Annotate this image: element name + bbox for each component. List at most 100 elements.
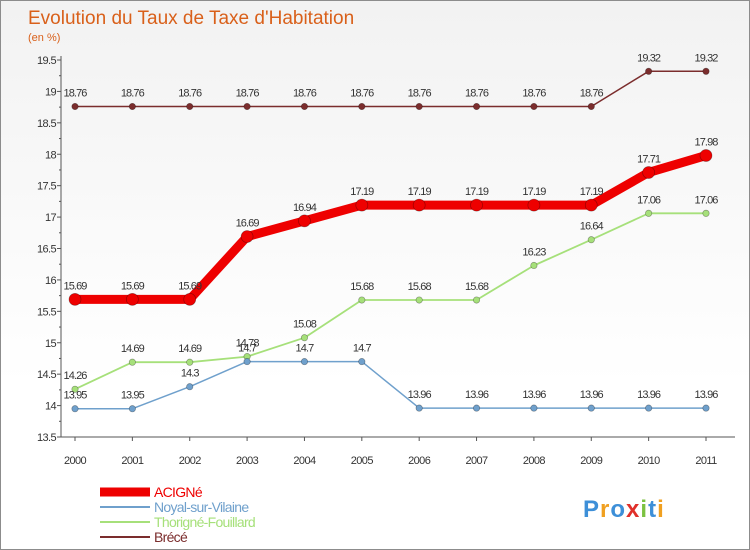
data-point bbox=[472, 296, 481, 304]
data-point bbox=[128, 358, 136, 366]
data-point bbox=[358, 358, 366, 366]
data-point bbox=[128, 102, 136, 111]
legend-label: ACIGNé bbox=[154, 484, 203, 500]
logo-letter: i bbox=[657, 496, 665, 523]
data-label: 18.76 bbox=[350, 87, 374, 99]
data-label: 15.68 bbox=[465, 281, 489, 293]
data-point bbox=[186, 102, 194, 111]
data-label: 15.68 bbox=[408, 281, 432, 293]
x-tick-label: 2005 bbox=[351, 455, 374, 467]
data-label: 13.96 bbox=[408, 389, 432, 401]
data-label: 16.23 bbox=[522, 246, 546, 258]
x-tick-label: 2008 bbox=[523, 455, 546, 467]
logo-letter: P bbox=[583, 496, 600, 523]
data-point bbox=[584, 198, 598, 212]
x-tick-label: 2002 bbox=[179, 455, 202, 467]
data-point bbox=[243, 358, 251, 366]
y-tick-label: 18.5 bbox=[37, 118, 56, 130]
data-point bbox=[240, 230, 254, 243]
data-point bbox=[472, 102, 481, 111]
y-tick-label: 15 bbox=[45, 338, 57, 350]
series-0: 18.76 18.76 18.76 18.76 18.76 18.76 18.76 18.76… bbox=[63, 52, 719, 111]
data-point bbox=[71, 385, 79, 393]
x-tick-label: 2009 bbox=[580, 455, 603, 467]
y-tick-label: 16 bbox=[45, 275, 57, 287]
y-tick-label: 15.5 bbox=[37, 306, 56, 318]
data-point bbox=[587, 236, 595, 244]
data-label: 14.78 bbox=[236, 338, 260, 350]
data-label: 14.7 bbox=[238, 343, 257, 355]
y-tick-label: 14.5 bbox=[37, 369, 56, 381]
legend-label: Brécé bbox=[154, 529, 188, 545]
data-point bbox=[530, 404, 538, 412]
data-point bbox=[300, 102, 309, 111]
data-point bbox=[186, 358, 194, 366]
data-point bbox=[527, 198, 541, 212]
data-point bbox=[186, 383, 194, 391]
data-point bbox=[530, 261, 538, 270]
data-point bbox=[415, 102, 423, 111]
data-point bbox=[415, 404, 423, 412]
data-label: 18.76 bbox=[121, 87, 145, 99]
proxiti-logo: Proxiti bbox=[583, 496, 665, 523]
logo-letter: o bbox=[610, 496, 626, 523]
x-tick-label: 2004 bbox=[293, 455, 316, 467]
data-point bbox=[645, 209, 653, 217]
data-point bbox=[71, 405, 79, 413]
data-point bbox=[412, 198, 426, 212]
y-tick-label: 17 bbox=[45, 212, 57, 224]
data-point bbox=[645, 404, 653, 412]
data-label: 15.69 bbox=[121, 280, 145, 292]
data-label: 13.96 bbox=[694, 389, 718, 401]
data-label: 15.69 bbox=[178, 280, 202, 292]
series-layer: 18.76 18.76 18.76 18.76 18.76 18.76 18.76 18.76… bbox=[63, 52, 719, 413]
data-point bbox=[702, 404, 710, 412]
data-label: 13.96 bbox=[580, 389, 604, 401]
series-line bbox=[75, 360, 706, 410]
data-point bbox=[358, 296, 366, 304]
data-point bbox=[358, 102, 366, 111]
axes: 13.5 14 14.5 15 15.5 16 16.5 17 17.5 18 18.5 19 19.5… bbox=[37, 55, 735, 467]
data-label: 17.19 bbox=[522, 186, 546, 198]
data-label: 16.94 bbox=[293, 202, 317, 214]
x-tick-label: 2001 bbox=[121, 455, 144, 467]
data-label: 18.76 bbox=[236, 87, 260, 99]
data-label: 17.19 bbox=[350, 186, 374, 198]
x-tick-label: 2003 bbox=[236, 455, 259, 467]
chart-title: Evolution du Taux de Taxe d'Habitation bbox=[28, 8, 354, 29]
data-point bbox=[300, 358, 309, 366]
data-label: 19.32 bbox=[637, 52, 661, 64]
data-label: 19.32 bbox=[694, 52, 718, 64]
logo-letter: r bbox=[600, 496, 610, 523]
y-tick-label: 19 bbox=[45, 86, 57, 98]
logo-letter: i bbox=[640, 496, 648, 523]
data-point bbox=[298, 214, 311, 228]
data-label: 16.64 bbox=[580, 221, 604, 233]
data-label: 17.98 bbox=[694, 137, 718, 149]
data-label: 13.96 bbox=[637, 389, 661, 401]
data-label: 14.7 bbox=[353, 343, 372, 355]
data-point bbox=[68, 293, 82, 306]
y-tick-label: 19.5 bbox=[37, 55, 56, 67]
data-label: 18.76 bbox=[63, 87, 87, 99]
data-label: 16.69 bbox=[236, 218, 260, 230]
data-point bbox=[470, 198, 483, 212]
data-label: 18.76 bbox=[408, 87, 432, 99]
series-line bbox=[75, 70, 706, 108]
data-label: 13.96 bbox=[465, 389, 489, 401]
y-tick-label: 14 bbox=[45, 401, 57, 413]
y-tick-label: 18 bbox=[45, 149, 57, 161]
chart-unit: (en %) bbox=[28, 32, 60, 44]
y-tick-label: 16.5 bbox=[37, 244, 56, 256]
x-tick-label: 2006 bbox=[408, 455, 431, 467]
series-1: 14.26 14.69 14.69 14.78 15.08 15.68 15.68 15.68… bbox=[63, 194, 719, 393]
data-point bbox=[71, 102, 79, 111]
data-point bbox=[702, 209, 710, 217]
series-line bbox=[75, 151, 708, 304]
x-tick-label: 2010 bbox=[638, 455, 661, 467]
data-point bbox=[587, 102, 595, 111]
data-label: 18.76 bbox=[178, 87, 202, 99]
data-label: 13.96 bbox=[522, 389, 546, 401]
